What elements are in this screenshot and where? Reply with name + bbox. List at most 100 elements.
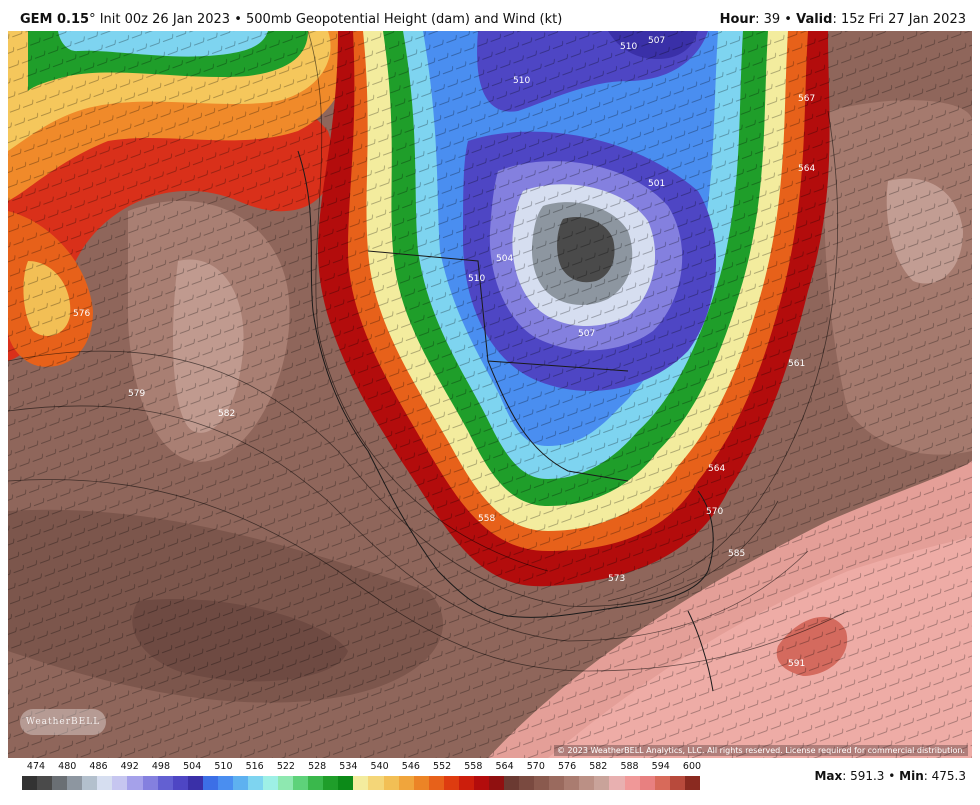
legend-swatch [247,776,263,790]
contour-label: 510 [513,76,530,86]
legend-swatch [308,776,324,790]
legend-tick-label: 504 [183,761,202,772]
wind-barbs [8,31,972,758]
legend-swatch [22,776,38,790]
map-header: GEM 0.15° Init 00z 26 Jan 2023 • 500mb G… [0,0,980,30]
max-value: : 591.3 [842,769,885,783]
legend-tick-label: 492 [120,761,139,772]
legend-swatch [338,776,354,790]
legend-swatch [368,776,384,790]
legend-swatch [458,776,474,790]
color-legend: 474 480 486 492 498 504 510 516 522 528 534 540 546 5… [0,758,980,805]
valid-separator: • [780,12,797,27]
legend-tick-label: 474 [26,761,46,772]
contour-label-group: 510 510 507 504 510 501 507 567 564 561 … [73,36,815,669]
legend-tick-label: 552 [433,761,452,772]
hour-label: Hour [719,12,756,27]
legend-swatch [97,776,113,790]
copyright-notice: © 2023 WeatherBELL Analytics, LLC. All r… [554,745,968,756]
contour-label: 558 [478,514,495,524]
legend-swatch [624,776,640,790]
legend-swatch [609,776,625,790]
legend-swatch [67,776,83,790]
min-label: Min [899,769,924,783]
maxmin-separator: • [884,769,900,783]
title-separator: • [230,12,247,27]
contour-label: 573 [608,574,625,584]
legend-tick-label: 516 [245,761,264,772]
legend-swatch [684,776,700,790]
contour-label: 501 [648,179,665,189]
valid-label: Valid [796,12,833,27]
legend-swatch [232,776,248,790]
model-name: GEM 0.15 [20,12,90,27]
contour-label: 567 [798,94,815,104]
legend-tick-label: 588 [620,761,639,772]
legend-swatch [202,776,218,790]
legend-swatch [353,776,369,790]
legend-tick-label: 600 [682,761,702,772]
legend-swatch [488,776,504,790]
height-contour-map: 510 510 507 504 510 501 507 567 564 561 … [8,31,972,758]
legend-swatch [263,776,279,790]
legend-swatch [157,776,173,790]
legend-swatch [564,776,580,790]
field-name: 500mb Geopotential Height (dam) and Wind… [246,12,563,27]
logo-text: WeatherBELL [25,717,101,727]
legend-swatch [278,776,294,790]
legend-tick-label: 582 [589,761,608,772]
max-min-readout: Max: 591.3 • Min: 475.3 [814,769,966,783]
legend-swatch [428,776,444,790]
coastlines [297,150,714,692]
contour-lines [8,31,849,672]
legend-tick-label: 498 [151,761,171,772]
contour-label: 576 [73,309,90,319]
valid-value: : 15z Fri 27 Jan 2023 [832,12,966,27]
max-label: Max [814,769,843,783]
legend-swatch [398,776,414,790]
legend-swatch [142,776,158,790]
legend-tick-label: 528 [308,761,327,772]
legend-swatch [519,776,535,790]
legend-tick-label: 546 [401,761,420,772]
legend-color-bar [22,776,700,790]
contour-label: 582 [218,409,235,419]
legend-swatch [413,776,429,790]
legend-swatch [217,776,233,790]
legend-swatch [82,776,98,790]
legend-tick-label: 570 [526,761,545,772]
legend-tick-label: 510 [214,761,233,772]
min-value: : 475.3 [923,769,966,783]
legend-tick-label: 564 [495,761,514,772]
contour-label: 510 [468,274,485,284]
legend-swatch [293,776,309,790]
legend-swatch [639,776,655,790]
contour-label: 510 [620,42,637,52]
legend-swatch [549,776,565,790]
legend-swatch [172,776,188,790]
legend-tick-label: 558 [464,761,483,772]
legend-swatch [473,776,489,790]
contour-label: 504 [496,254,513,264]
hour-value: : 39 [755,12,781,27]
legend-tick-label: 486 [89,761,108,772]
legend-swatch [579,776,595,790]
contour-label: 585 [728,549,745,559]
legend-swatch [669,776,685,790]
weather-map[interactable]: 510 510 507 504 510 501 507 567 564 561 … [8,31,972,758]
legend-tick-label: 534 [339,761,358,772]
contour-label: 591 [788,659,805,669]
legend-swatch [127,776,143,790]
valid-time-info: Hour: 39 • Valid: 15z Fri 27 Jan 2023 [720,12,966,27]
legend-swatch [654,776,670,790]
legend-swatch [594,776,610,790]
contour-label: 570 [706,507,723,517]
legend-swatch [504,776,520,790]
legend-swatch [37,776,53,790]
legend-tick-label: 576 [557,761,577,772]
legend-swatch [323,776,339,790]
degree-symbol: ° [89,12,96,27]
legend-swatch [52,776,68,790]
legend-swatch [443,776,459,790]
legend-swatch [112,776,128,790]
